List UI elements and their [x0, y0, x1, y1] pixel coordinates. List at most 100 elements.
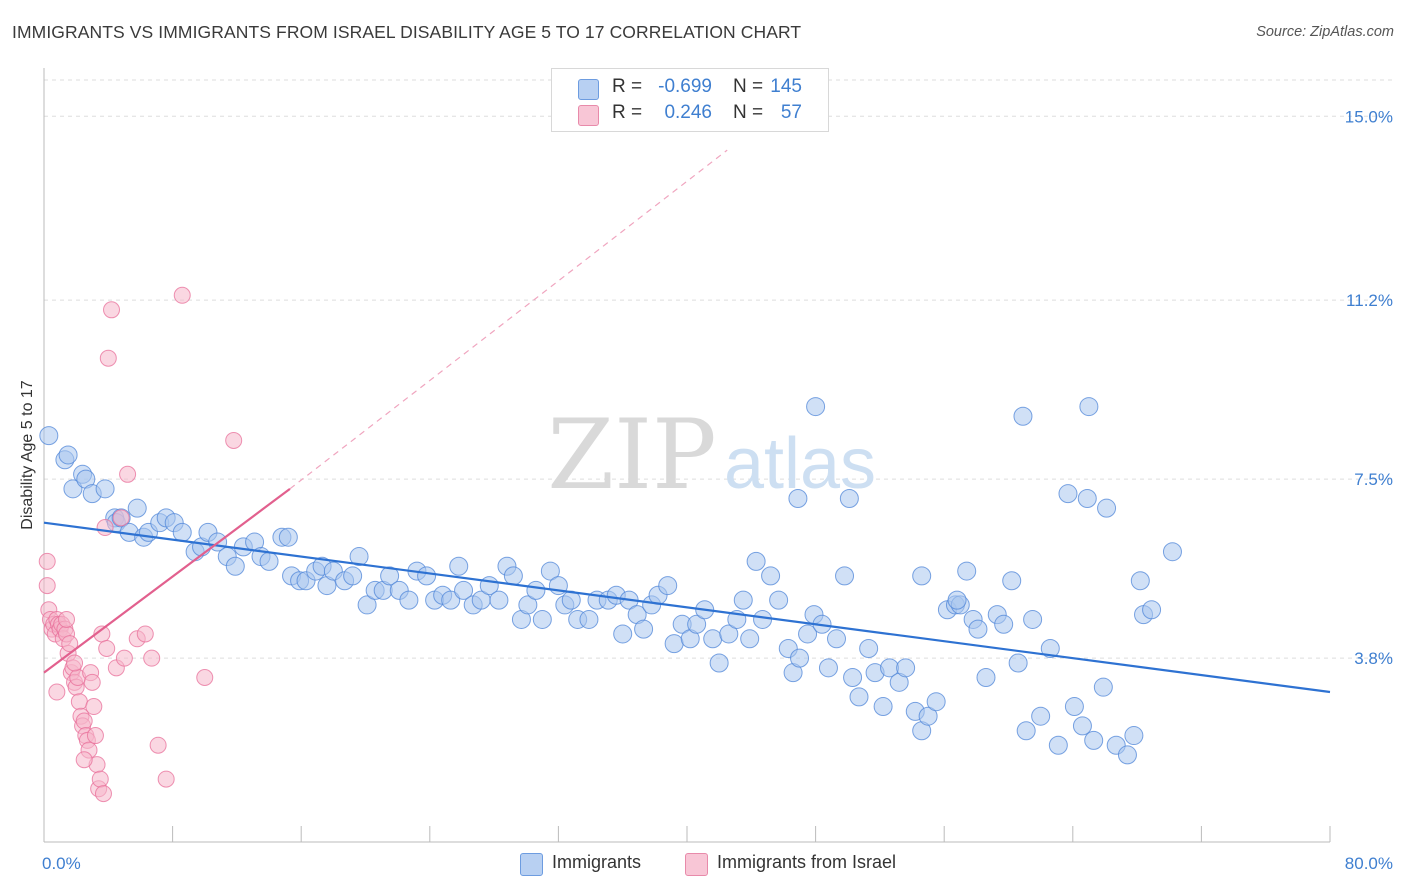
point-immigrants — [172, 522, 192, 542]
point-israel — [85, 698, 103, 716]
point-immigrants — [658, 576, 678, 596]
point-israel — [96, 519, 114, 537]
point-immigrants — [1023, 609, 1043, 629]
y-tick-label: 11.2% — [1346, 291, 1393, 310]
point-israel — [157, 770, 175, 788]
point-immigrants — [843, 668, 863, 688]
trend-layer — [43, 149, 1331, 694]
point-immigrants — [39, 426, 59, 446]
legend-n-label: N = — [733, 102, 764, 123]
point-immigrants — [1142, 600, 1162, 620]
point-israel — [103, 301, 121, 319]
point-israel — [70, 693, 88, 711]
point-immigrants — [746, 551, 766, 571]
legend-label-israel: Immigrants from Israel — [717, 852, 897, 872]
point-immigrants — [912, 566, 932, 586]
point-israel — [38, 577, 56, 595]
source-label: Source: ZipAtlas.com — [1256, 24, 1394, 40]
point-immigrants — [1072, 716, 1092, 736]
grid-layer — [44, 79, 1392, 659]
legend-r-value: -0.699 — [658, 76, 712, 97]
point-immigrants — [719, 624, 739, 644]
point-immigrants — [947, 590, 967, 610]
point-immigrants — [540, 561, 560, 581]
point-immigrants — [798, 624, 818, 644]
point-israel — [136, 625, 154, 643]
point-immigrants — [503, 566, 523, 586]
point-immigrants — [1002, 571, 1022, 591]
legend-n-value: 57 — [780, 102, 802, 123]
point-immigrants — [753, 609, 773, 629]
point-israel — [66, 654, 84, 672]
x-tick-label: 80.0% — [1345, 854, 1393, 873]
point-immigrants — [1079, 397, 1099, 417]
point-israel — [115, 649, 133, 667]
legend-swatch-blue — [520, 853, 543, 876]
point-immigrants — [703, 629, 723, 649]
point-israel — [112, 509, 130, 527]
point-immigrants — [1016, 721, 1036, 741]
point-israel — [119, 465, 137, 483]
point-israel — [86, 727, 104, 745]
point-immigrants — [613, 624, 633, 644]
legend-r-value: 0.246 — [664, 102, 712, 123]
legend-swatch-blue — [578, 79, 599, 100]
point-israel — [196, 669, 214, 687]
point-immigrants — [579, 609, 599, 629]
point-immigrants — [926, 692, 946, 712]
y-tick-label: 7.5% — [1354, 470, 1393, 489]
point-immigrants — [259, 551, 279, 571]
point-immigrants — [687, 614, 707, 634]
point-israel — [61, 635, 79, 653]
point-israel — [99, 349, 117, 367]
point-immigrants — [806, 397, 826, 417]
trend-line-israel — [43, 487, 291, 674]
point-immigrants — [769, 590, 789, 610]
legend-r-label: R = — [612, 76, 643, 97]
trend-extension-israel — [289, 149, 728, 490]
point-immigrants — [380, 566, 400, 586]
watermark: ZIP atlas — [547, 399, 876, 511]
point-immigrants — [1013, 406, 1033, 426]
x-tick-label: 0.0% — [42, 854, 81, 873]
axis-layer — [43, 68, 1331, 843]
point-immigrants — [357, 595, 377, 615]
point-immigrants — [526, 580, 546, 600]
correlation-legend: R = -0.699 N = 145 R = 0.246 N = 57 — [551, 68, 829, 132]
point-immigrants — [58, 445, 78, 465]
point-immigrants — [1097, 498, 1117, 518]
point-immigrants — [95, 479, 115, 499]
point-immigrants — [826, 629, 846, 649]
point-immigrants — [1008, 653, 1028, 673]
point-immigrants — [127, 498, 147, 518]
point-immigrants — [761, 566, 781, 586]
point-immigrants — [1124, 726, 1144, 746]
point-immigrants — [1031, 706, 1051, 726]
point-immigrants — [896, 658, 916, 678]
point-israel — [38, 552, 56, 570]
point-israel — [75, 712, 93, 730]
point-immigrants — [957, 561, 977, 581]
series-legend: Immigrants Immigrants from Israel — [0, 851, 1406, 877]
point-immigrants — [417, 566, 437, 586]
point-israel — [75, 751, 93, 769]
point-immigrants — [994, 614, 1014, 634]
point-immigrants — [454, 580, 474, 600]
point-immigrants — [225, 556, 245, 576]
point-immigrants — [976, 668, 996, 688]
point-immigrants — [489, 590, 509, 610]
point-israel — [173, 286, 191, 304]
point-israel — [91, 770, 109, 788]
point-immigrants — [1130, 571, 1150, 591]
point-immigrants — [733, 590, 753, 610]
point-israel — [225, 431, 243, 449]
point-israel — [98, 639, 116, 657]
point-immigrants — [859, 638, 879, 658]
point-israel — [143, 649, 161, 667]
point-immigrants — [1064, 697, 1084, 717]
point-immigrants — [518, 595, 538, 615]
point-immigrants — [532, 609, 552, 629]
point-immigrants — [664, 634, 684, 654]
point-immigrants — [839, 488, 859, 508]
